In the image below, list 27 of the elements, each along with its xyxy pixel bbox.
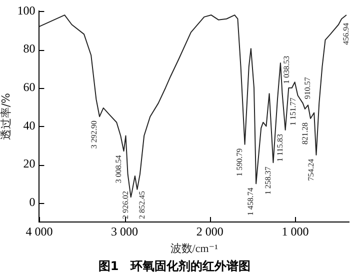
y-tick-label: 80 [23, 42, 36, 56]
y-tick-label: 100 [17, 3, 36, 18]
annotation: 456.94 [342, 22, 351, 45]
y-tick-label: 20 [23, 156, 36, 171]
annotation: 754.24 [306, 158, 316, 181]
text: 图1 环氧固化剂的红外谱图 [98, 258, 251, 273]
annotation: 1 590.79 [234, 148, 244, 176]
annotation: 1 115.83 [275, 134, 284, 162]
x-tick-label: 4 000 [26, 224, 53, 238]
annotation: 3 008.54 [114, 155, 123, 184]
annotation: 2 926.02 [120, 191, 130, 219]
x-tick-label: 1 000 [282, 224, 309, 238]
annotation: 1 258.37 [263, 166, 272, 195]
annotation: 3 292.90 [90, 120, 99, 149]
annotation: 1 458.74 [246, 188, 256, 216]
annotation: 2 852.45 [137, 191, 146, 219]
annotation: 1 038.53 [282, 56, 291, 84]
y-axis-title: 透过率/% [0, 93, 12, 140]
y-tick-label: 60 [23, 80, 36, 94]
annotation: 910.57 [302, 77, 312, 100]
x-tick-label: 2 000 [196, 224, 224, 238]
annotation: 821.28 [300, 122, 310, 145]
annotation: 1 151.77 [288, 98, 298, 126]
y-tick-label: 40 [23, 118, 36, 132]
x-tick-label: 3 000 [111, 224, 138, 238]
x-axis-title: 波数/cm⁻¹ [170, 242, 218, 255]
y-tick-label: 0 [29, 194, 36, 209]
